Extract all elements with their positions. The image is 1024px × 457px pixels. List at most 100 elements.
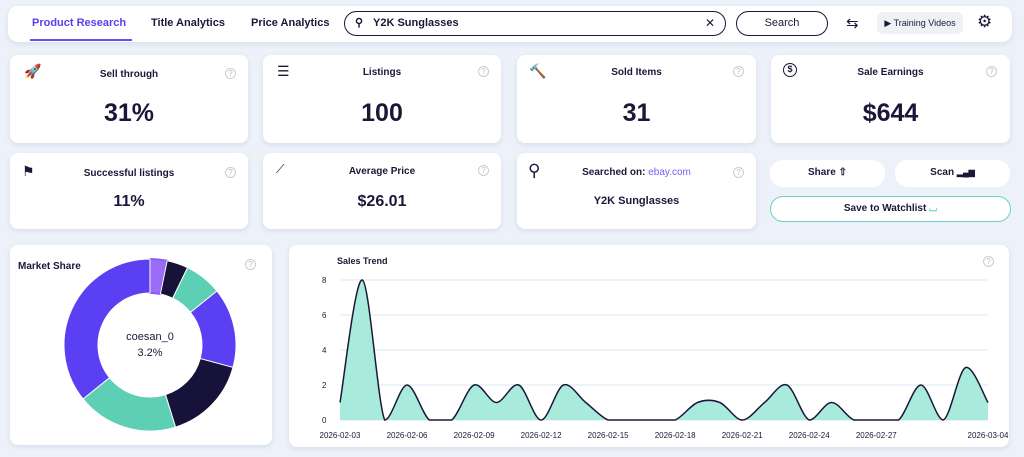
training-videos-button[interactable]: ▶ Training Videos	[877, 12, 963, 34]
data-point[interactable]	[672, 417, 678, 423]
market-share-card: Market Share ? coesan_0 3.2%	[10, 245, 272, 445]
x-tick-label: 2026-02-21	[722, 431, 763, 440]
x-tick-label: 2026-02-12	[521, 431, 562, 440]
successful-listings-value: 11%	[113, 193, 145, 210]
data-point[interactable]	[650, 417, 656, 423]
active-tab-indicator	[30, 39, 132, 41]
sold-items-value: 31	[622, 99, 651, 127]
average-price-value: $26.01	[357, 193, 407, 210]
share-button[interactable]: Share ⇧	[770, 160, 885, 187]
settings-gear-icon[interactable]: ⚙	[977, 12, 993, 31]
data-point[interactable]	[806, 417, 812, 423]
x-tick-label: 2026-02-03	[320, 431, 361, 440]
x-tick-label: 2026-03-04	[968, 431, 1009, 440]
search-input[interactable]: ⚲ Y2K Sunglasses ✕	[344, 11, 726, 36]
help-icon[interactable]: ?	[733, 167, 744, 178]
gavel-icon: 🔨	[529, 63, 547, 79]
card-title: Sale Earnings	[857, 67, 924, 78]
data-point[interactable]	[739, 417, 745, 423]
data-point[interactable]	[896, 417, 902, 423]
help-icon[interactable]: ?	[225, 68, 236, 79]
searched-on-card: ⚲ Searched on: ebay.com ? Y2K Sunglasses	[517, 153, 756, 229]
data-point[interactable]	[851, 417, 857, 423]
sell-through-card: 🚀 Sell through ? 31%	[10, 55, 248, 143]
x-tick-label: 2026-02-06	[387, 431, 428, 440]
y-tick-label: 4	[322, 346, 327, 355]
data-point[interactable]	[784, 382, 790, 388]
searched-on-label: Searched on:	[582, 167, 646, 178]
magnifier-icon: ⚲	[528, 161, 541, 180]
data-point[interactable]	[538, 417, 544, 423]
data-point[interactable]	[605, 417, 611, 423]
data-point[interactable]	[985, 400, 991, 406]
help-icon[interactable]: ?	[733, 66, 744, 77]
list-icon: ☰	[277, 63, 290, 79]
x-tick-label: 2026-02-27	[856, 431, 897, 440]
data-point[interactable]	[359, 277, 365, 283]
listings-card: ☰ Listings ? 100	[263, 55, 501, 143]
help-icon[interactable]: ?	[478, 165, 489, 176]
x-tick-label: 2026-02-15	[588, 431, 629, 440]
data-point[interactable]	[382, 417, 388, 423]
y-tick-label: 6	[322, 311, 327, 320]
data-point[interactable]	[695, 400, 701, 406]
sales-line	[339, 279, 989, 421]
card-title: Listings	[362, 67, 402, 78]
data-point[interactable]	[940, 417, 946, 423]
search-value: Y2K Sunglasses	[373, 17, 459, 29]
card-title: Sell through	[99, 69, 159, 80]
data-point[interactable]	[918, 382, 924, 388]
help-icon[interactable]: ?	[986, 66, 997, 77]
sale-earnings-card: $ Sale Earnings ? $644	[771, 55, 1010, 143]
help-icon[interactable]: ?	[225, 167, 236, 178]
data-point[interactable]	[963, 365, 969, 371]
dollar-icon: $	[783, 63, 797, 77]
x-tick-label: 2026-02-18	[655, 431, 696, 440]
search-button[interactable]: Search	[736, 11, 828, 36]
slice-name-label: coesan_0	[126, 331, 174, 343]
help-icon[interactable]: ?	[245, 259, 256, 270]
help-icon[interactable]: ?	[983, 256, 994, 267]
watchlist-label: Save to Watchlist	[843, 203, 927, 214]
data-point[interactable]	[717, 400, 723, 406]
searched-query: Y2K Sunglasses	[593, 195, 680, 207]
sales-trend-title: Sales Trend	[337, 256, 388, 266]
training-videos-label: Training Videos	[893, 18, 956, 28]
scan-button[interactable]: Scan ▂▄▆	[895, 160, 1010, 187]
y-tick-label: 2	[322, 381, 327, 390]
share-label: Share	[808, 167, 836, 178]
data-point[interactable]	[449, 417, 455, 423]
card-title: Searched on: ebay.com	[517, 167, 756, 178]
play-icon: ▶	[884, 18, 894, 28]
market-share-donut[interactable]	[10, 245, 272, 445]
data-point[interactable]	[583, 400, 589, 406]
help-icon[interactable]: ?	[478, 66, 489, 77]
clear-icon[interactable]: ✕	[704, 16, 715, 30]
data-point[interactable]	[627, 417, 633, 423]
data-point[interactable]	[404, 382, 410, 388]
tab-product-research[interactable]: Product Research	[32, 17, 127, 29]
donut-slice[interactable]	[63, 258, 151, 400]
filter-sliders-icon[interactable]: ⇆	[846, 15, 859, 32]
data-point[interactable]	[493, 400, 499, 406]
tab-title-analytics[interactable]: Title Analytics	[151, 17, 225, 29]
scan-label: Scan	[930, 167, 955, 178]
y-tick-label: 0	[322, 416, 327, 425]
data-point[interactable]	[560, 382, 566, 388]
site-link[interactable]: ebay.com	[648, 167, 691, 178]
top-nav-bar: Product Research Title Analytics Price A…	[8, 6, 1012, 42]
donut-slice[interactable]	[164, 357, 234, 428]
tray-download-icon: ⌴	[929, 203, 938, 214]
data-point[interactable]	[426, 417, 432, 423]
save-to-watchlist-button[interactable]: Save to Watchlist ⌴	[770, 196, 1011, 222]
x-tick-label: 2026-02-24	[789, 431, 830, 440]
data-point[interactable]	[471, 382, 477, 388]
data-point[interactable]	[762, 400, 768, 406]
tab-price-analytics[interactable]: Price Analytics	[251, 17, 330, 29]
data-point[interactable]	[337, 400, 343, 406]
market-share-title: Market Share	[18, 261, 81, 272]
data-point[interactable]	[829, 400, 835, 406]
data-point[interactable]	[516, 382, 522, 388]
x-tick-label: 2026-02-09	[454, 431, 495, 440]
data-point[interactable]	[873, 417, 879, 423]
